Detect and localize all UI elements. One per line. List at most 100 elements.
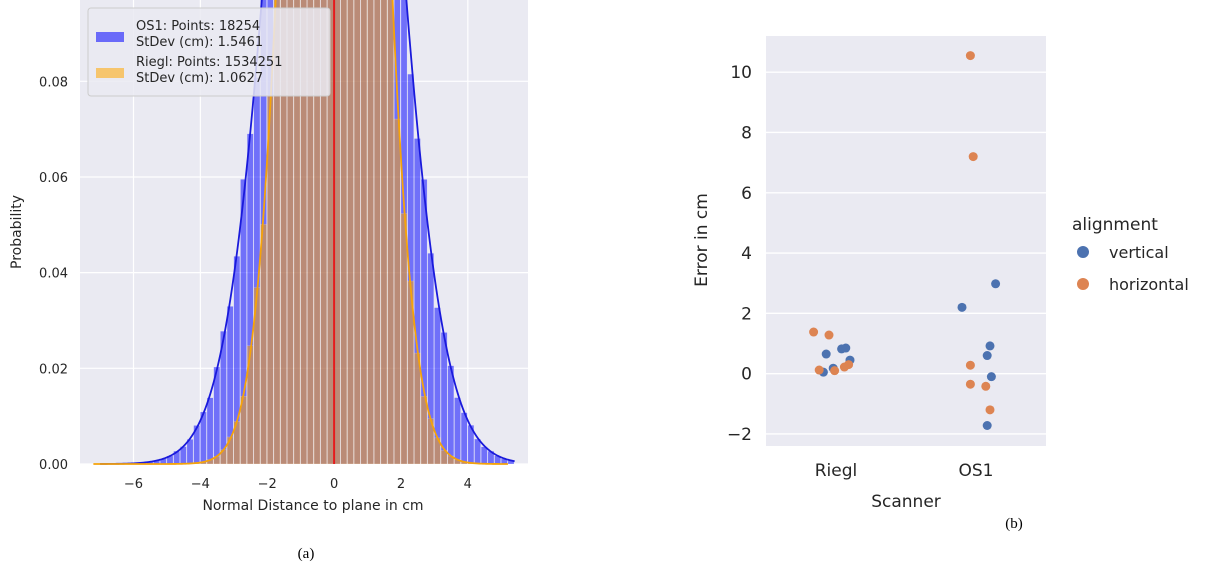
histogram-legend: OS1: Points: 18254 StDev (cm): 1.5461 Ri…	[87, 7, 331, 97]
vertical-point	[957, 302, 967, 312]
legend-label-os1-line1: OS1: Points: 18254	[136, 19, 260, 34]
histogram-bar	[454, 397, 461, 465]
histogram-bar	[367, 0, 374, 465]
histogram-bar	[480, 446, 488, 465]
horizontal-point	[830, 366, 840, 376]
strip-plot-x-tick-label: OS1	[959, 461, 994, 481]
vertical-point	[991, 279, 1001, 289]
vertical-point	[985, 341, 995, 351]
horizontal-point	[809, 327, 819, 337]
histogram-x-tick-label: −4	[191, 477, 210, 492]
vertical-point	[841, 343, 851, 353]
histogram-x-tick-label: −2	[258, 477, 277, 492]
strip-plot-y-tick-label: 2	[741, 304, 752, 324]
legend-marker-horizontal	[1077, 278, 1089, 290]
histogram-bar	[246, 345, 254, 465]
histogram-bar	[380, 0, 388, 465]
strip-plot-y-tick-label: 0	[741, 365, 752, 385]
strip-plot-panel: −2 0 2 4 6 8 10 Riegl OS1 Scanner Error in cm a…	[692, 36, 1189, 532]
strip-plot-area	[766, 36, 1046, 446]
strip-plot-x-tick-label: Riegl	[815, 461, 858, 481]
histogram-bar	[394, 118, 401, 465]
histogram-y-tick-label: 0.08	[39, 75, 68, 90]
histogram-bar	[447, 365, 455, 465]
strip-plot-y-tick-label: 8	[741, 123, 752, 143]
vertical-point	[821, 349, 831, 359]
histogram-bar	[360, 0, 368, 465]
histogram-bar	[460, 412, 468, 465]
legend-label-riegl-line2: StDev (cm): 1.0627	[136, 71, 263, 86]
histogram-y-tick-label: 0.06	[39, 171, 68, 186]
histogram-x-tick-labels: −6 −4 −2 0 2 4	[124, 477, 472, 492]
strip-plot-y-tick-label: −2	[727, 425, 752, 445]
horizontal-point	[844, 360, 854, 370]
strip-plot-points	[809, 51, 1001, 430]
strip-plot-y-tick-label: 4	[741, 244, 752, 264]
vertical-point	[986, 372, 996, 382]
histogram-bar	[387, 0, 394, 465]
histogram-x-tick-label: 4	[464, 477, 472, 492]
strip-plot-y-tick-label: 6	[741, 184, 752, 204]
legend-box	[87, 7, 331, 97]
histogram-bar	[313, 0, 321, 465]
strip-plot-y-axis-label: Error in cm	[692, 193, 712, 287]
legend-label-vertical: vertical	[1109, 243, 1169, 262]
histogram-bar	[273, 0, 281, 465]
os1-kde-curve	[100, 0, 515, 465]
histogram-x-tick-label: 0	[330, 477, 338, 492]
vertical-point	[982, 351, 992, 361]
legend-title-alignment: alignment	[1072, 215, 1158, 235]
histogram-bar	[474, 438, 481, 465]
histogram-bar	[226, 436, 234, 465]
panel-b-caption: (b)	[1005, 516, 1023, 532]
histogram-bar	[347, 0, 354, 465]
strip-plot-y-tick-labels: −2 0 2 4 6 8 10	[727, 63, 752, 445]
histogram-x-tick-label: −6	[124, 477, 143, 492]
histogram-y-axis-label: Probability	[9, 195, 25, 269]
horizontal-point	[965, 360, 975, 370]
legend-label-os1-line2: StDev (cm): 1.5461	[136, 35, 263, 50]
strip-plot-legend: alignment vertical horizontal	[1072, 215, 1189, 294]
histogram-bar	[293, 0, 301, 465]
strip-plot-gridlines	[766, 71, 1046, 435]
horizontal-point	[965, 51, 975, 61]
histogram-bar	[440, 332, 448, 465]
horizontal-point	[968, 152, 978, 162]
strip-plot-y-tick-label: 10	[730, 63, 752, 83]
histogram-y-tick-label: 0.02	[39, 362, 68, 377]
horizontal-point	[965, 379, 975, 389]
horizontal-point	[824, 330, 834, 340]
riegl-kde-curve	[93, 0, 508, 465]
horizontal-point	[981, 381, 991, 391]
strip-plot-x-axis-label: Scanner	[871, 492, 941, 512]
histogram-bar	[333, 0, 341, 465]
histogram-bar	[327, 0, 334, 465]
legend-label-riegl-line1: Riegl: Points: 1534251	[136, 55, 282, 70]
histogram-bar	[420, 396, 428, 465]
histogram-y-tick-label: 0.04	[39, 267, 68, 282]
vertical-point	[982, 421, 992, 430]
histogram-bar	[300, 0, 307, 465]
histogram-bar	[206, 397, 214, 465]
histogram-bar	[353, 0, 361, 465]
legend-swatch-riegl	[96, 68, 124, 78]
histogram-panel: −6 −4 −2 0 2 4 0.00 0.02 0.04 0.06 0.08 Normal Di…	[9, 0, 528, 562]
histogram-bar	[186, 439, 194, 465]
legend-swatch-os1	[96, 32, 124, 42]
histogram-bar	[374, 0, 381, 465]
legend-label-horizontal: horizontal	[1109, 275, 1189, 294]
histogram-bar	[320, 0, 328, 465]
horizontal-point	[985, 405, 995, 415]
histogram-x-tick-label: 2	[397, 477, 405, 492]
histogram-bar	[307, 0, 314, 465]
panel-a-caption: (a)	[298, 546, 315, 562]
histogram-x-axis-label: Normal Distance to plane in cm	[202, 498, 423, 514]
histogram-y-tick-label: 0.00	[39, 458, 68, 473]
histogram-bar	[340, 0, 348, 465]
histogram-bar	[260, 224, 267, 465]
legend-marker-vertical	[1077, 246, 1089, 258]
histogram-y-tick-labels: 0.00 0.02 0.04 0.06 0.08	[39, 75, 68, 473]
strip-plot-x-tick-labels: Riegl OS1	[815, 461, 994, 481]
horizontal-point	[814, 365, 824, 375]
